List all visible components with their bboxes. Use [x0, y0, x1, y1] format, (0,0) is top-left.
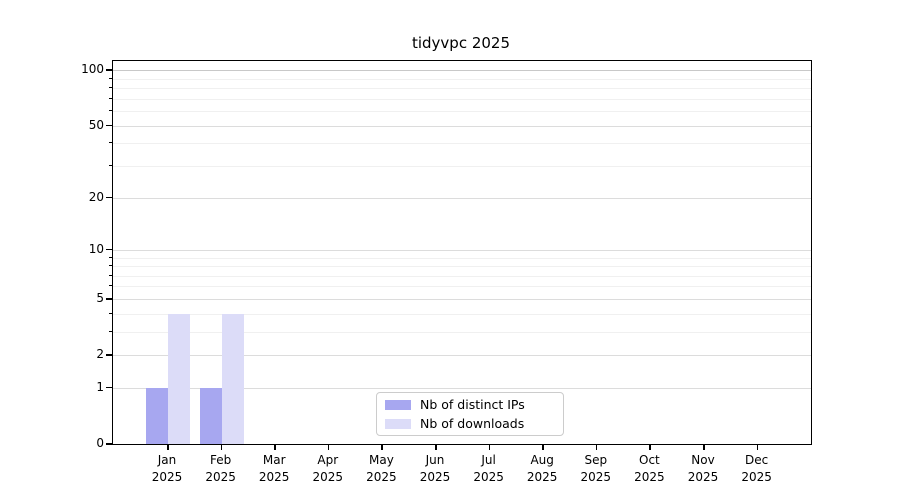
y-tick-label-10: 10: [88, 241, 104, 256]
x-tick-label-jan: Jan 2025: [151, 453, 183, 484]
x-tick-label-may: May 2025: [366, 453, 397, 484]
legend-item-distinct-ips: Nb of distinct IPs: [385, 397, 555, 412]
y-minor-tick-70: [109, 97, 112, 99]
x-tick-apr: [327, 445, 330, 450]
x-tick-label-feb: Feb 2025: [205, 453, 236, 484]
bar-downloads-feb: [221, 313, 244, 444]
y-tick-label-100: 100: [81, 62, 104, 77]
x-tick-aug: [542, 445, 544, 450]
plot-area: [112, 60, 812, 445]
x-tick-mar: [274, 445, 276, 450]
minor-gridline-30: [113, 166, 811, 167]
y-tick-label-2: 2: [96, 347, 104, 362]
major-gridline-10: [113, 249, 811, 251]
y-tick-label-1: 1: [96, 379, 104, 394]
y-minor-tick-7: [109, 274, 112, 276]
y-minor-tick-6: [109, 285, 112, 287]
y-tick-50: [106, 124, 112, 127]
x-tick-label-jun: Jun 2025: [419, 453, 451, 484]
x-tick-jan: [167, 445, 169, 450]
minor-gridline-4: [113, 313, 811, 315]
y-tick-1: [106, 386, 112, 389]
bar-distinct-ips-jan: [146, 387, 168, 444]
x-tick-may: [381, 445, 383, 450]
minor-gridline-60: [113, 111, 811, 113]
x-tick-jul: [488, 445, 491, 450]
y-tick-label-0: 0: [96, 436, 104, 450]
y-tick-10: [106, 248, 112, 251]
y-minor-tick-3: [109, 330, 112, 332]
legend-swatch-distinct-ips: [385, 399, 411, 410]
major-gridline-1: [113, 387, 811, 389]
y-minor-tick-9: [109, 256, 112, 258]
y-tick-2: [106, 354, 112, 356]
legend-label-distinct-ips: Nb of distinct IPs: [420, 397, 525, 412]
y-minor-tick-40: [109, 142, 112, 144]
minor-gridline-70: [113, 98, 811, 100]
y-minor-tick-90: [109, 77, 112, 79]
legend-item-downloads: Nb of downloads: [385, 416, 555, 431]
x-tick-nov: [703, 445, 705, 450]
y-minor-tick-4: [109, 312, 112, 314]
x-tick-jun: [435, 445, 437, 450]
y-tick-20: [106, 196, 112, 199]
major-gridline-100: [113, 70, 811, 72]
x-tick-label-apr: Apr 2025: [312, 453, 344, 484]
bar-downloads-jan: [168, 313, 190, 444]
bar-distinct-ips-feb: [199, 387, 222, 444]
chart-title: tidyvpc 2025: [411, 34, 511, 52]
y-tick-0: [106, 443, 112, 445]
y-tick-5: [106, 297, 112, 300]
y-minor-tick-60: [109, 110, 112, 112]
minor-gridline-80: [113, 88, 811, 90]
minor-gridline-9: [113, 257, 811, 259]
y-minor-tick-80: [109, 87, 112, 89]
y-tick-label-5: 5: [96, 290, 104, 305]
legend-swatch-downloads: [385, 418, 411, 429]
legend-label-downloads: Nb of downloads: [420, 416, 525, 431]
x-tick-label-oct: Oct 2025: [634, 453, 665, 484]
minor-gridline-6: [113, 286, 811, 288]
major-gridline-50: [113, 125, 811, 127]
x-tick-sep: [595, 445, 598, 450]
minor-gridline-40: [113, 143, 811, 145]
x-tick-label-nov: Nov 2025: [687, 453, 719, 484]
minor-gridline-90: [113, 78, 811, 80]
y-minor-tick-30: [109, 165, 112, 166]
x-tick-oct: [649, 445, 651, 450]
major-gridline-2: [113, 355, 811, 357]
minor-gridline-3: [113, 331, 811, 333]
x-tick-label-dec: Dec 2025: [741, 453, 772, 484]
x-tick-dec: [756, 445, 759, 450]
x-tick-feb: [220, 445, 223, 450]
major-gridline-5: [113, 298, 811, 300]
y-minor-tick-8: [109, 265, 112, 267]
major-gridline-20: [113, 197, 811, 199]
minor-gridline-8: [113, 266, 811, 268]
y-tick-100: [106, 69, 112, 71]
minor-gridline-7: [113, 275, 811, 277]
x-tick-label-sep: Sep 2025: [580, 453, 612, 484]
x-tick-label-jul: Jul 2025: [473, 453, 504, 484]
x-tick-label-mar: Mar 2025: [258, 453, 290, 484]
legend: Nb of distinct IPs Nb of downloads: [376, 392, 564, 436]
y-tick-label-50: 50: [88, 117, 104, 132]
x-tick-label-aug: Aug 2025: [526, 453, 558, 484]
y-tick-label-20: 20: [88, 189, 104, 204]
